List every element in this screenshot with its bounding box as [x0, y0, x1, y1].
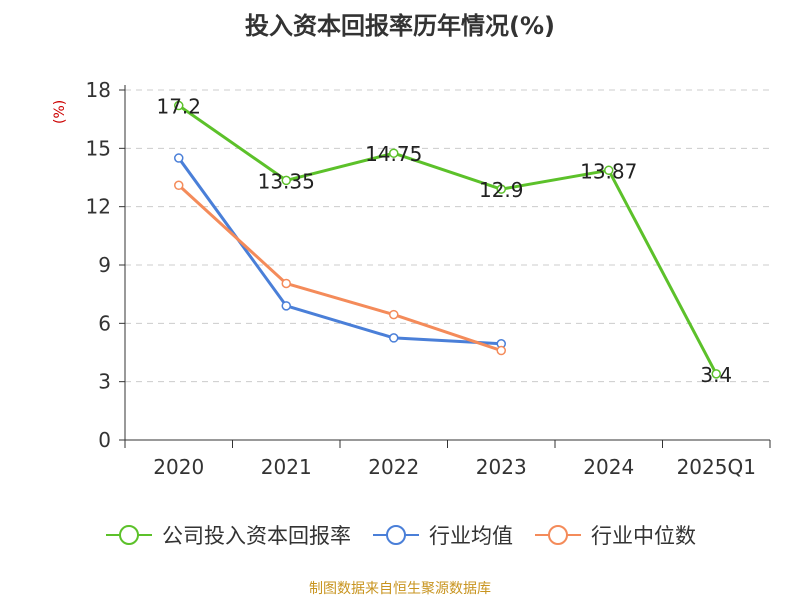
data-label: 3.4 — [700, 363, 732, 387]
source-note: 制图数据来自恒生聚源数据库 — [309, 581, 491, 597]
x-tick-label: 2021 — [261, 455, 312, 479]
x-tick-label: 2024 — [583, 455, 634, 479]
legend-item[interactable]: 公司投入资本回报率 — [104, 520, 351, 550]
y-tick-label: 9 — [98, 253, 111, 277]
legend: 公司投入资本回报率 行业均值 行业中位数 — [0, 520, 800, 550]
data-point — [389, 333, 399, 343]
data-label: 14.75 — [365, 142, 422, 166]
data-point — [281, 278, 291, 289]
y-tick-label: 12 — [86, 195, 111, 219]
x-tick-label: 2022 — [368, 455, 419, 479]
series-line — [177, 184, 502, 352]
y-tick-label: 15 — [86, 136, 111, 160]
x-tick-label: 2025Q1 — [677, 455, 756, 479]
legend-marker — [373, 525, 419, 545]
y-tick-label: 6 — [98, 311, 111, 335]
data-point — [604, 165, 614, 176]
chart-title: 投入资本回报率历年情况(%) — [245, 12, 555, 40]
legend-item[interactable]: 行业均值 — [371, 520, 513, 550]
x-tick-label: 2023 — [476, 455, 527, 479]
y-tick-label: 0 — [98, 428, 111, 452]
data-label: 13.35 — [258, 169, 315, 193]
y-tick-label: 3 — [98, 370, 111, 394]
data-point — [496, 184, 506, 194]
series-line — [177, 104, 718, 375]
data-label: 12.9 — [479, 178, 524, 202]
data-point — [174, 100, 184, 111]
legend-marker — [106, 525, 152, 545]
data-label: 17.2 — [156, 95, 201, 119]
data-point — [389, 148, 399, 158]
legend-label: 行业均值 — [429, 524, 513, 548]
data-point — [281, 301, 291, 311]
data-point — [711, 369, 721, 379]
legend-label: 行业中位数 — [591, 524, 696, 548]
data-point — [281, 175, 291, 186]
data-point — [389, 309, 399, 320]
y-tick-label: 18 — [86, 78, 111, 102]
data-label: 13.87 — [580, 159, 637, 183]
data-point — [174, 153, 184, 163]
data-point — [496, 345, 506, 356]
x-tick-label: 2020 — [153, 455, 204, 479]
legend-item[interactable]: 行业中位数 — [533, 520, 696, 550]
legend-label: 公司投入资本回报率 — [162, 524, 351, 548]
data-point — [174, 180, 184, 191]
legend-marker — [535, 525, 581, 545]
series-line — [177, 157, 502, 346]
